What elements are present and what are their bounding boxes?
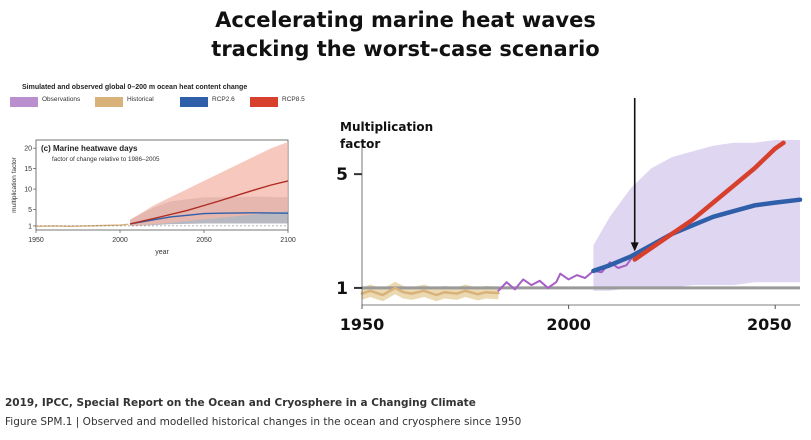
- inset-y-tick-label: 1: [28, 223, 32, 230]
- main-historical-band: [362, 281, 499, 302]
- inset-series-rcp85: [129, 180, 289, 225]
- legend-swatch: [250, 97, 278, 107]
- legend-label: RCP2.6: [212, 96, 235, 103]
- inset-heading: Simulated and observed global 0–200 m oc…: [22, 84, 248, 91]
- legend-swatch: [10, 97, 38, 107]
- inset-legend: Observations Historical RCP2.6 RCP8.5: [10, 95, 305, 109]
- main-y-axis-label-line-1: Multiplication: [340, 120, 433, 134]
- inset-x-axis-label: year: [155, 249, 169, 256]
- main-series-rcp26: [591, 197, 803, 274]
- inset-y-tick-label: 20: [24, 146, 32, 153]
- main-x-tick-label: 1950: [340, 315, 385, 334]
- inset-x-tick-label: 1950: [28, 237, 44, 244]
- inset-series-rcp26: [129, 212, 289, 225]
- inset-y-tick-label: 5: [28, 207, 32, 214]
- legend-label: Historical: [127, 96, 154, 103]
- inset-y-tick-label: 15: [24, 166, 32, 173]
- main-x-tick-label: 2000: [546, 315, 591, 334]
- inset-y-axis-label: multiplication factor: [11, 156, 18, 212]
- main-x-tick-label: 2050: [747, 315, 792, 334]
- inset-band-rcp85: [130, 142, 288, 226]
- inset-y-tick-label: 10: [24, 187, 32, 194]
- main-annotation-arrow-head: [630, 242, 639, 252]
- legend-swatch: [95, 97, 123, 107]
- main-y-axis-label-line-2: factor: [340, 137, 380, 151]
- slide-title-line-1: Accelerating marine heat waves: [215, 8, 596, 32]
- main-y-tick-label: 1: [336, 279, 348, 299]
- main-y-tick-label: 5: [336, 165, 348, 185]
- figure-caption: Figure SPM.1 | Observed and modelled his…: [5, 416, 522, 428]
- inset-x-tick-label: 2050: [196, 237, 212, 244]
- inset-panel-subtitle: factor of change relative to 1986–2005: [52, 156, 160, 163]
- legend-swatch: [180, 97, 208, 107]
- slide-title: Accelerating marine heat waves tracking …: [0, 6, 811, 64]
- legend-label: RCP8.5: [282, 96, 305, 103]
- main-series-rcp85: [632, 140, 786, 262]
- inset-x-tick-label: 2000: [112, 237, 128, 244]
- citation: 2019, IPCC, Special Report on the Ocean …: [5, 397, 476, 409]
- slide-title-line-2: tracking the worst-case scenario: [211, 37, 600, 61]
- legend-label: Observations: [42, 96, 81, 103]
- inset-x-tick-label: 2100: [280, 237, 296, 244]
- main-series-historical: [360, 286, 500, 297]
- inset-panel-title: (c) Marine heatwave days: [41, 144, 138, 153]
